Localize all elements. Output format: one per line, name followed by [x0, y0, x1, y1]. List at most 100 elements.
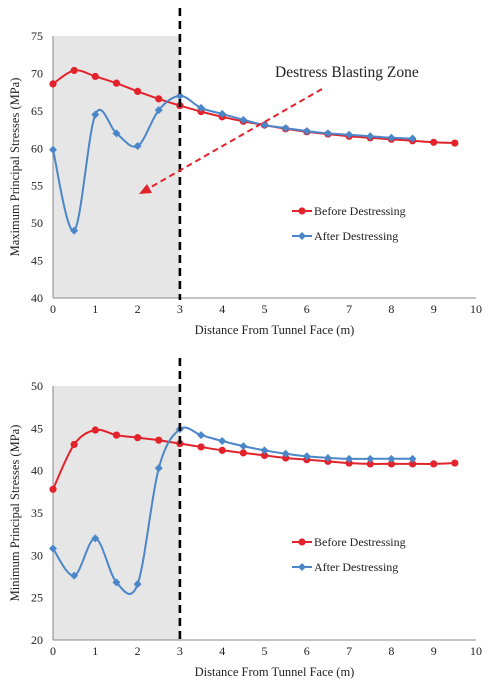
- x-tick-label: 5: [262, 644, 268, 658]
- y-tick-label: 45: [31, 254, 43, 268]
- annotation-arrow-line: [143, 88, 323, 192]
- data-point: [366, 454, 375, 463]
- x-tick-label: 1: [92, 644, 98, 658]
- x-axis-title: Distance From Tunnel Face (m): [195, 323, 355, 337]
- legend-label: Before Destressing: [314, 535, 406, 549]
- x-tick-label: 7: [346, 302, 352, 316]
- data-point: [239, 442, 248, 451]
- y-tick-label: 20: [31, 633, 43, 647]
- x-tick-label: 4: [219, 644, 225, 658]
- x-tick-label: 5: [262, 302, 268, 316]
- data-point: [281, 124, 290, 133]
- data-point: [408, 460, 417, 468]
- x-tick-label: 8: [388, 644, 394, 658]
- data-point: [112, 431, 121, 439]
- data-point: [70, 440, 78, 449]
- shaded-zone: [53, 36, 180, 298]
- data-point: [112, 129, 121, 138]
- data-point: [154, 106, 163, 115]
- data-point: [49, 145, 57, 154]
- legend-marker: [298, 538, 306, 546]
- data-point: [91, 534, 100, 543]
- y-tick-label: 50: [31, 379, 43, 393]
- data-point: [430, 460, 438, 468]
- x-tick-label: 10: [470, 644, 482, 658]
- data-point: [239, 449, 247, 457]
- x-tick-label: 7: [346, 644, 352, 658]
- x-tick-label: 8: [388, 302, 394, 316]
- data-point: [345, 130, 354, 139]
- data-point: [197, 443, 205, 451]
- data-point: [133, 580, 142, 589]
- y-tick-label: 70: [31, 66, 43, 80]
- data-point: [197, 103, 206, 112]
- data-point: [91, 72, 99, 81]
- data-point: [260, 451, 269, 460]
- legend-label: Before Destressing: [314, 204, 406, 218]
- data-point: [112, 578, 121, 587]
- y-tick-label: 35: [31, 506, 43, 520]
- data-point: [451, 139, 459, 147]
- data-point: [260, 446, 269, 455]
- data-point: [345, 454, 354, 463]
- data-point: [282, 454, 290, 462]
- data-point: [387, 460, 395, 468]
- data-point: [70, 571, 79, 580]
- data-point: [197, 431, 206, 440]
- data-point: [366, 460, 374, 468]
- data-point: [70, 226, 79, 235]
- y-tick-label: 45: [31, 421, 43, 435]
- annotation-text: Destress Blasting Zone: [275, 64, 419, 81]
- data-point: [302, 452, 311, 461]
- data-point: [70, 66, 78, 75]
- x-tick-label: 2: [135, 644, 141, 658]
- data-point: [451, 459, 459, 467]
- x-axis-title: Distance From Tunnel Face (m): [195, 665, 355, 679]
- data-point: [387, 454, 396, 463]
- x-tick-label: 0: [50, 644, 56, 658]
- x-tick-label: 6: [304, 644, 310, 658]
- data-point: [260, 121, 269, 130]
- data-point: [112, 79, 121, 87]
- x-tick-label: 4: [219, 302, 225, 316]
- data-point: [408, 454, 417, 463]
- y-tick-label: 65: [31, 104, 43, 118]
- data-point: [154, 464, 163, 473]
- y-tick-label: 25: [31, 591, 43, 605]
- legend-marker: [298, 232, 306, 240]
- data-point: [387, 133, 396, 142]
- x-tick-label: 9: [431, 644, 437, 658]
- x-tick-label: 6: [304, 302, 310, 316]
- data-point: [134, 87, 142, 95]
- legend-marker: [298, 207, 306, 215]
- x-tick-label: 3: [177, 302, 183, 316]
- data-point: [239, 115, 248, 124]
- y-axis-title: Maximum Principal Stresses (MPa): [8, 78, 22, 257]
- data-point: [175, 91, 184, 100]
- data-point: [49, 80, 57, 88]
- y-tick-label: 50: [31, 216, 43, 230]
- legend-label: After Destressing: [314, 560, 398, 574]
- y-tick-label: 55: [31, 179, 43, 193]
- shaded-zone: [53, 386, 180, 640]
- y-tick-label: 30: [31, 548, 43, 562]
- data-point: [218, 446, 226, 454]
- data-point: [323, 129, 332, 138]
- y-axis-title: Minimum Principal Stresses (MPa): [8, 425, 22, 602]
- data-point: [91, 110, 100, 119]
- data-point: [49, 544, 57, 553]
- y-tick-label: 60: [31, 141, 43, 155]
- data-point: [218, 437, 227, 446]
- y-tick-label: 75: [31, 29, 43, 43]
- data-point: [281, 449, 290, 458]
- y-tick-label: 40: [31, 291, 43, 305]
- legend-label: After Destressing: [314, 229, 398, 243]
- x-tick-label: 3: [177, 644, 183, 658]
- x-tick-label: 9: [431, 302, 437, 316]
- data-point: [155, 95, 163, 103]
- x-tick-label: 0: [50, 302, 56, 316]
